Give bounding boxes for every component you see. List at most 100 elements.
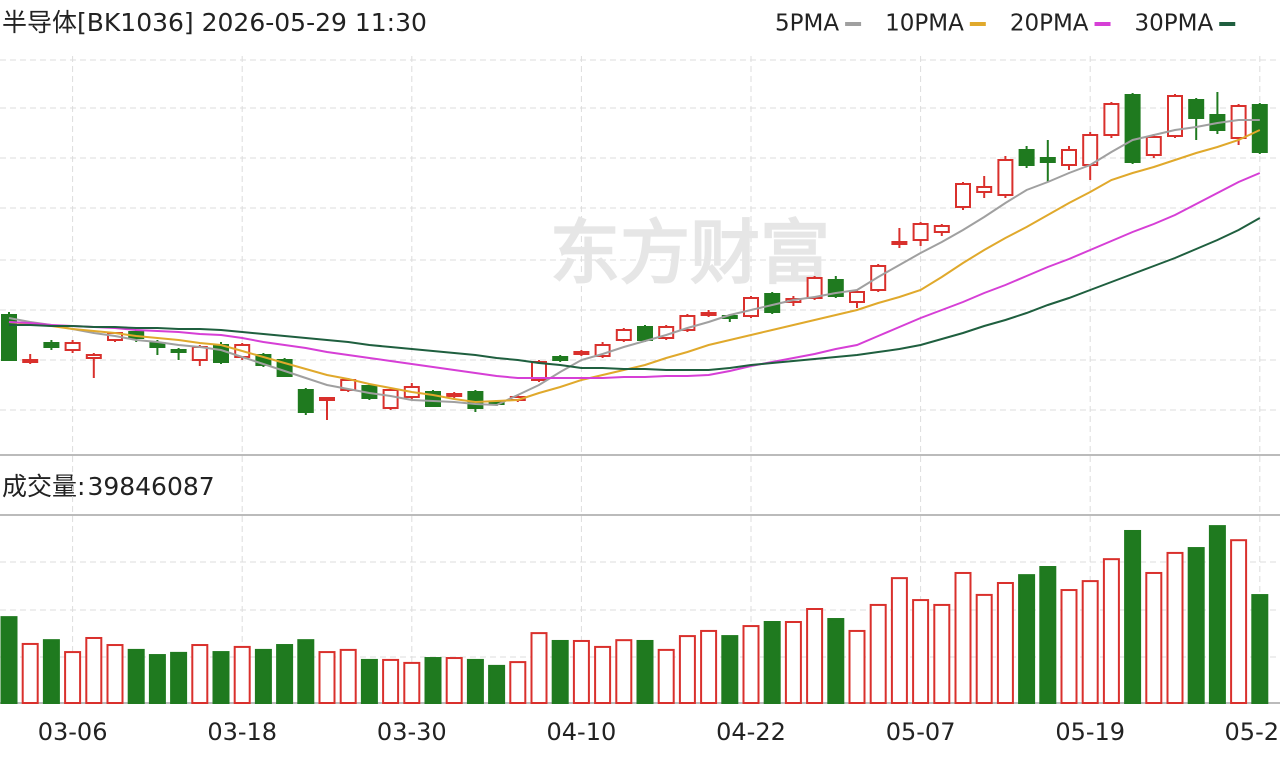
volume-bar	[933, 603, 951, 704]
legend-label: 10PMA	[885, 11, 964, 37]
volume-bar	[657, 648, 675, 705]
volume-bar	[700, 629, 718, 705]
volume-bar	[509, 661, 527, 704]
volume-bar	[170, 651, 188, 704]
candle-body	[997, 159, 1014, 196]
volume-bar	[594, 645, 612, 704]
legend-label: 20PMA	[1010, 11, 1089, 37]
x-tick-label: 05-07	[886, 718, 956, 746]
volume-bar	[763, 621, 781, 704]
volume-bar	[424, 657, 442, 704]
volume-bar	[615, 639, 633, 704]
volume-bar	[996, 581, 1014, 705]
candle-body	[637, 326, 653, 341]
volume-bar	[1039, 566, 1057, 705]
volume-bar	[191, 644, 209, 704]
candle-body	[170, 349, 187, 353]
volume-bar	[64, 651, 82, 704]
candle-body	[382, 389, 399, 409]
legend-label: 30PMA	[1135, 11, 1214, 37]
candle-body	[297, 389, 314, 413]
candle-body	[552, 356, 569, 361]
candle-body	[191, 346, 208, 361]
volume-bar	[912, 599, 930, 705]
volume-bar	[1081, 580, 1099, 704]
candle-body	[743, 297, 759, 317]
volume-bar	[530, 632, 548, 704]
candle-body	[43, 342, 60, 348]
candle-body	[700, 312, 717, 316]
volume-bar	[806, 608, 824, 704]
volume-bar	[827, 618, 845, 705]
volume-bar	[42, 639, 60, 704]
legend-label: 5PMA	[775, 11, 839, 37]
volume-bar	[1187, 547, 1205, 705]
candle-body	[1103, 103, 1120, 136]
volume-bar	[636, 639, 654, 704]
volume-bar	[382, 658, 400, 705]
candle-body	[955, 183, 971, 208]
volume-bar	[1166, 551, 1184, 704]
candle-body	[806, 277, 823, 299]
volume-bar	[1145, 571, 1163, 705]
chart-title: 半导体[BK1036] 2026-05-29 11:30	[2, 8, 427, 37]
volume-bar	[890, 577, 908, 705]
volume-bar	[445, 657, 463, 704]
candle-body	[933, 225, 950, 233]
volume-bar	[954, 571, 972, 705]
volume-bar	[551, 639, 569, 704]
candle-body	[849, 291, 865, 303]
candle-body	[594, 344, 611, 357]
candle-body	[1018, 149, 1035, 166]
candle-body	[1230, 105, 1247, 139]
candle-body	[213, 344, 229, 363]
x-tick-label: 05-2	[1225, 718, 1279, 746]
volume-bar	[1124, 529, 1142, 705]
volume-bar	[678, 635, 696, 705]
x-tick-label: 04-10	[547, 718, 617, 746]
volume-bar	[276, 644, 294, 704]
x-tick-label: 05-19	[1055, 718, 1125, 746]
candle-body	[22, 359, 39, 363]
volume-bar	[742, 625, 760, 704]
candle-body	[1167, 95, 1183, 137]
x-tick-label: 03-18	[207, 718, 277, 746]
volume-bar	[212, 651, 230, 704]
volume-value: 39846087	[87, 472, 214, 501]
candle-body	[1082, 134, 1099, 166]
volume-bar	[233, 645, 251, 704]
volume-label: 成交量:	[2, 472, 85, 501]
volume-bar	[975, 593, 993, 705]
x-tick-label: 04-22	[716, 718, 786, 746]
volume-bar	[318, 651, 336, 704]
volume-bar	[1060, 589, 1078, 705]
ma-line	[8, 172, 1261, 379]
candle-body	[446, 393, 463, 397]
volume-bar	[1230, 539, 1248, 704]
volume-bar	[466, 658, 484, 705]
candle-body	[1039, 157, 1056, 163]
candle-body	[467, 391, 484, 409]
volume-bar	[1018, 574, 1036, 704]
candle-body	[891, 241, 908, 245]
watermark: 东方财富	[550, 212, 830, 294]
x-tick-label: 03-30	[377, 718, 447, 746]
volume-bar	[21, 642, 39, 705]
volume-bar	[572, 639, 590, 704]
ma-line	[8, 119, 1260, 407]
candle-body	[319, 397, 335, 401]
volume-bar	[869, 603, 887, 704]
candle-body	[1145, 136, 1162, 156]
candle-body	[64, 342, 81, 351]
volume-bar	[254, 648, 272, 705]
candle-body	[573, 351, 590, 355]
candle-body	[1188, 99, 1205, 119]
x-tick-label: 03-06	[38, 718, 108, 746]
volume-bar	[127, 648, 145, 705]
ma-line	[8, 129, 1261, 404]
candle-body	[1124, 94, 1141, 163]
candle-body	[976, 186, 993, 193]
candle-body	[1251, 104, 1268, 153]
candle-body	[615, 329, 632, 341]
